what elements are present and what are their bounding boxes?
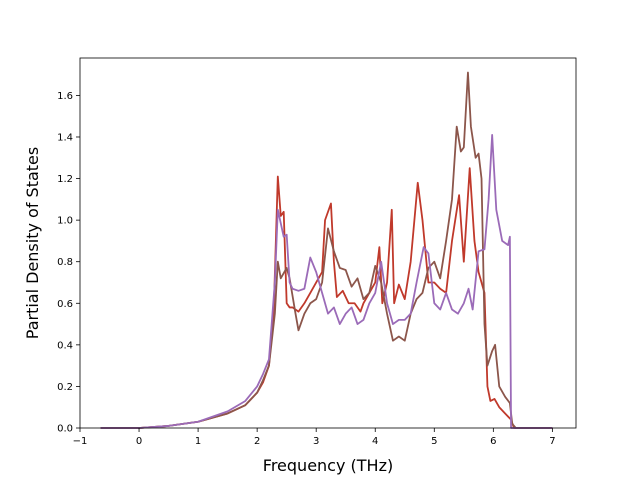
y-tick-label: 0.6 [57, 299, 73, 310]
y-tick-label: 1.0 [57, 216, 73, 227]
x-tick-label: 0 [136, 436, 142, 447]
plot-background [80, 58, 576, 428]
x-axis-ticks: −1 0 1 2 3 4 5 6 7 [73, 428, 556, 447]
x-tick-label: 3 [313, 436, 319, 447]
series-layer [100, 71, 553, 429]
y-tick-label: 1.6 [57, 91, 73, 102]
series-line-3 [100, 134, 553, 429]
y-axis-label: Partial Density of States [23, 147, 42, 339]
x-tick-label: 7 [549, 436, 555, 447]
x-axis-label: Frequency (THz) [263, 456, 393, 475]
x-tick-label: 5 [431, 436, 437, 447]
plot-frame [79, 57, 577, 429]
x-tick-label: −1 [73, 436, 88, 447]
x-tick-label: 2 [254, 436, 260, 447]
x-tick-label: 6 [490, 436, 496, 447]
y-tick-label: 0.0 [57, 424, 73, 435]
y-tick-label: 0.8 [57, 257, 73, 268]
y-tick-label: 0.4 [57, 340, 73, 351]
y-axis-ticks: 0.0 0.2 0.4 0.6 0.8 1.0 1.2 1.4 1.6 [57, 91, 80, 435]
series-line-2 [100, 71, 553, 429]
x-tick-label: 1 [195, 436, 201, 447]
y-tick-label: 1.2 [57, 174, 73, 185]
y-tick-label: 1.4 [57, 132, 73, 143]
y-tick-label: 0.2 [57, 382, 73, 393]
x-tick-label: 4 [372, 436, 378, 447]
